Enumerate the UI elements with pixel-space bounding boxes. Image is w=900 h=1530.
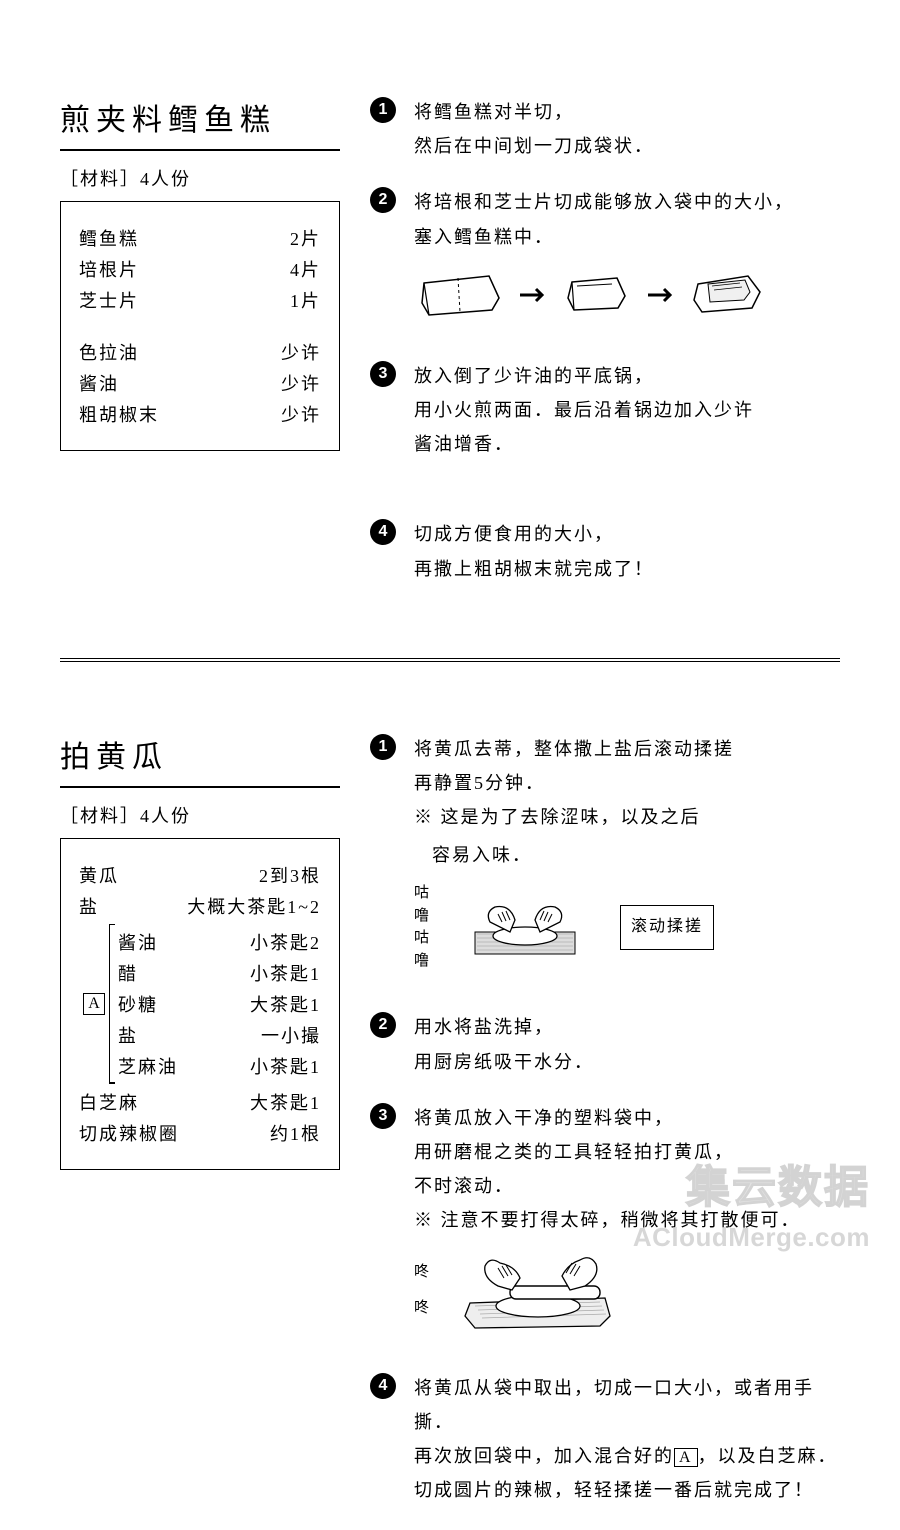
step-number-icon: 4: [370, 1373, 396, 1399]
recipe-1: 煎夹料鳕鱼糕 ［材料］4人份 鳕鱼糕2片 培根片4片 芝士片1片 色拉油少许 酱…: [60, 95, 840, 608]
ingredient-row: 切成辣椒圈约1根: [79, 1120, 321, 1146]
recipe-2-title: 拍黄瓜: [60, 732, 340, 788]
step-text: 将黄瓜去蒂，整体撒上盐后滚动揉搓 再静置5分钟． ※ 这是为了去除涩味，以及之后…: [414, 732, 734, 989]
recipe-1-title: 煎夹料鳕鱼糕: [60, 95, 340, 151]
recipe-1-left: 煎夹料鳕鱼糕 ［材料］4人份 鳕鱼糕2片 培根片4片 芝士片1片 色拉油少许 酱…: [60, 95, 340, 608]
step-number-icon: 3: [370, 1103, 396, 1129]
step-number-icon: 3: [370, 361, 396, 387]
ingredient-row: 黄瓜2到3根: [79, 862, 321, 888]
ingredient-row: 色拉油少许: [79, 339, 321, 365]
ingredient-row: 培根片4片: [79, 256, 321, 282]
step: 4 切成方便食用的大小， 再撒上粗胡椒末就完成了！: [370, 517, 840, 585]
ingredient-row: 酱油小茶匙2: [118, 929, 321, 955]
step-number-icon: 2: [370, 1012, 396, 1038]
recipe-1-serving: ［材料］4人份: [60, 165, 340, 191]
ingredient-row: 醋小茶匙1: [118, 960, 321, 986]
ingredient-row: 砂糖大茶匙1: [118, 991, 321, 1017]
step-text: 将鳕鱼糕对半切， 然后在中间划一刀成袋状．: [414, 95, 654, 163]
recipe-2-steps: 1 将黄瓜去蒂，整体撒上盐后滚动揉搓 再静置5分钟． ※ 这是为了去除涩味，以及…: [370, 732, 840, 1530]
step-text: 放入倒了少许油的平底锅， 用小火煎两面．最后沿着锅边加入少许 酱油增香．: [414, 359, 754, 462]
step-text: 将培根和芝士片切成能够放入袋中的大小， 塞入鳕鱼糕中．: [414, 185, 794, 336]
arrow-right-icon: [518, 285, 548, 305]
step: 2 用水将盐洗掉， 用厨房纸吸干水分．: [370, 1010, 840, 1078]
sfx-text: 咚 咚: [414, 1261, 430, 1320]
watermark-cn: 集云数据: [686, 1151, 870, 1215]
recipe-2: 拍黄瓜 ［材料］4人份 黄瓜2到3根 盐大概大茶匙1~2 A 酱油小茶匙2 醋小…: [60, 732, 840, 1530]
inline-a-box: A: [674, 1448, 698, 1467]
hands-smashing-icon: [450, 1248, 630, 1333]
step-number-icon: 2: [370, 187, 396, 213]
recipe-2-left: 拍黄瓜 ［材料］4人份 黄瓜2到3根 盐大概大茶匙1~2 A 酱油小茶匙2 醋小…: [60, 732, 340, 1530]
recipe-1-steps: 1 将鳕鱼糕对半切， 然后在中间划一刀成袋状． 2 将培根和芝士片切成能够放入袋…: [370, 95, 840, 608]
rolling-illustration: 咕 噜 咕 噜 滚动揉搓: [414, 882, 734, 972]
step: 3 放入倒了少许油的平底锅， 用小火煎两面．最后沿着锅边加入少许 酱油增香．: [370, 359, 840, 462]
ingredient-row: 酱油少许: [79, 370, 321, 396]
step: 4 将黄瓜从袋中取出，切成一口大小，或者用手撕． 再次放回袋中，加入混合好的A，…: [370, 1371, 840, 1508]
recipe-1-ingredients-box: 鳕鱼糕2片 培根片4片 芝士片1片 色拉油少许 酱油少许 粗胡椒末少许: [60, 201, 340, 451]
recipe-divider: [60, 658, 840, 662]
step-text: 切成方便食用的大小， 再撒上粗胡椒末就完成了！: [414, 517, 654, 585]
watermark-en: ACloudMerge.com: [633, 1222, 870, 1253]
step-text: 将黄瓜从袋中取出，切成一口大小，或者用手撕． 再次放回袋中，加入混合好的A，以及…: [414, 1371, 840, 1508]
step-number-icon: 1: [370, 97, 396, 123]
step: 1 将鳕鱼糕对半切， 然后在中间划一刀成袋状．: [370, 95, 840, 163]
fishcake-half-icon: [562, 270, 632, 320]
recipe-2-ingredients-box: 黄瓜2到3根 盐大概大茶匙1~2 A 酱油小茶匙2 醋小茶匙1 砂糖大茶匙1 盐…: [60, 838, 340, 1170]
hands-rolling-icon: [450, 892, 600, 962]
smashing-illustration: 咚 咚: [414, 1248, 801, 1333]
step: 2 将培根和芝士片切成能够放入袋中的大小， 塞入鳕鱼糕中．: [370, 185, 840, 336]
step-number-icon: 1: [370, 734, 396, 760]
step-number-icon: 4: [370, 519, 396, 545]
ingredient-row: 鳕鱼糕2片: [79, 225, 321, 251]
ingredient-row: 芝麻油小茶匙1: [118, 1053, 321, 1079]
ingredient-row: 盐一小撮: [118, 1022, 321, 1048]
callout-label: 滚动揉搓: [620, 905, 714, 949]
ingredient-group-a: A 酱油小茶匙2 醋小茶匙1 砂糖大茶匙1 盐一小撮 芝麻油小茶匙1: [79, 924, 321, 1084]
ingredient-row: 芝士片1片: [79, 287, 321, 313]
fishcake-stuffed-icon: [690, 270, 770, 320]
ingredient-row: 盐大概大茶匙1~2: [79, 893, 321, 919]
fishcake-diagram: [414, 268, 794, 323]
group-a-label: A: [79, 924, 109, 1084]
recipe-2-serving: ［材料］4人份: [60, 802, 340, 828]
ingredient-row: 白芝麻大茶匙1: [79, 1089, 321, 1115]
sfx-text: 咕 噜 咕 噜: [414, 882, 430, 972]
step-text: 用水将盐洗掉， 用厨房纸吸干水分．: [414, 1010, 594, 1078]
step: 1 将黄瓜去蒂，整体撒上盐后滚动揉搓 再静置5分钟． ※ 这是为了去除涩味，以及…: [370, 732, 840, 989]
ingredient-row: 粗胡椒末少许: [79, 401, 321, 427]
arrow-right-icon: [646, 285, 676, 305]
fishcake-whole-icon: [414, 268, 504, 323]
